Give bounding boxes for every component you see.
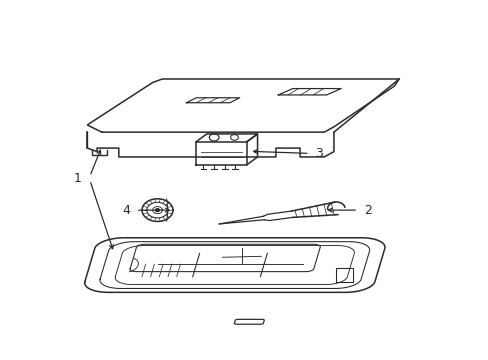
Text: 2: 2 xyxy=(363,204,371,217)
Circle shape xyxy=(155,209,159,212)
Text: 1: 1 xyxy=(74,172,81,185)
Text: 4: 4 xyxy=(122,204,130,217)
Text: 3: 3 xyxy=(315,147,323,160)
